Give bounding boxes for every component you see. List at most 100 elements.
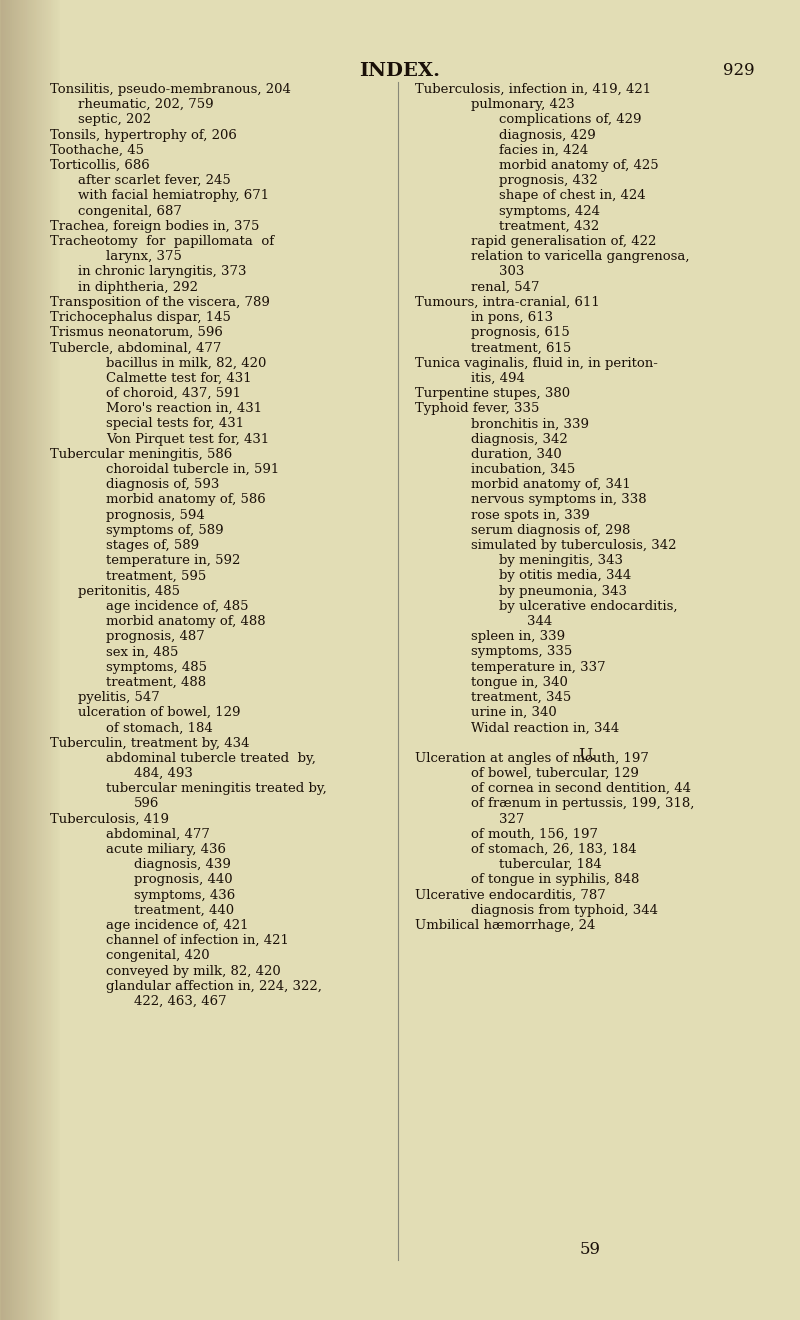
Text: complications of, 429: complications of, 429 xyxy=(499,114,642,127)
Text: abdominal tubercle treated  by,: abdominal tubercle treated by, xyxy=(106,752,316,764)
Text: pulmonary, 423: pulmonary, 423 xyxy=(471,98,574,111)
Text: congenital, 420: congenital, 420 xyxy=(106,949,210,962)
Text: tubercular, 184: tubercular, 184 xyxy=(499,858,602,871)
Text: Trachea, foreign bodies in, 375: Trachea, foreign bodies in, 375 xyxy=(50,220,259,232)
Text: bronchitis in, 339: bronchitis in, 339 xyxy=(471,417,589,430)
Text: facies in, 424: facies in, 424 xyxy=(499,144,588,157)
Text: channel of infection in, 421: channel of infection in, 421 xyxy=(106,935,289,948)
Text: Widal reaction in, 344: Widal reaction in, 344 xyxy=(471,722,619,734)
Text: by ulcerative endocarditis,: by ulcerative endocarditis, xyxy=(499,599,678,612)
Text: larynx, 375: larynx, 375 xyxy=(106,251,182,263)
Text: with facial hemiatrophy, 671: with facial hemiatrophy, 671 xyxy=(78,189,269,202)
Text: treatment, 440: treatment, 440 xyxy=(134,904,234,917)
Text: abdominal, 477: abdominal, 477 xyxy=(106,828,210,841)
Text: Torticollis, 686: Torticollis, 686 xyxy=(50,158,150,172)
Text: symptoms, 335: symptoms, 335 xyxy=(471,645,572,659)
Text: of bowel, tubercular, 129: of bowel, tubercular, 129 xyxy=(471,767,639,780)
Text: 422, 463, 467: 422, 463, 467 xyxy=(134,995,226,1008)
Text: glandular affection in, 224, 322,: glandular affection in, 224, 322, xyxy=(106,979,322,993)
Text: morbid anatomy of, 425: morbid anatomy of, 425 xyxy=(499,158,658,172)
Text: choroidal tubercle in, 591: choroidal tubercle in, 591 xyxy=(106,463,279,477)
Text: Ulcerative endocarditis, 787: Ulcerative endocarditis, 787 xyxy=(415,888,606,902)
Text: Toothache, 45: Toothache, 45 xyxy=(50,144,144,157)
Text: Tuberculin, treatment by, 434: Tuberculin, treatment by, 434 xyxy=(50,737,250,750)
Text: acute miliary, 436: acute miliary, 436 xyxy=(106,843,226,855)
Text: rapid generalisation of, 422: rapid generalisation of, 422 xyxy=(471,235,656,248)
Text: tongue in, 340: tongue in, 340 xyxy=(471,676,568,689)
Text: shape of chest in, 424: shape of chest in, 424 xyxy=(499,189,646,202)
Text: Tunica vaginalis, fluid in, in periton-: Tunica vaginalis, fluid in, in periton- xyxy=(415,356,658,370)
Text: Tuberculosis, infection in, 419, 421: Tuberculosis, infection in, 419, 421 xyxy=(415,83,651,96)
Text: treatment, 615: treatment, 615 xyxy=(471,342,571,354)
Text: of mouth, 156, 197: of mouth, 156, 197 xyxy=(471,828,598,841)
Text: prognosis, 594: prognosis, 594 xyxy=(106,508,205,521)
Text: diagnosis from typhoid, 344: diagnosis from typhoid, 344 xyxy=(471,904,658,917)
Text: conveyed by milk, 82, 420: conveyed by milk, 82, 420 xyxy=(106,965,281,978)
Text: morbid anatomy of, 586: morbid anatomy of, 586 xyxy=(106,494,266,507)
Text: diagnosis, 342: diagnosis, 342 xyxy=(471,433,568,446)
Text: treatment, 345: treatment, 345 xyxy=(471,690,571,704)
Text: of tongue in syphilis, 848: of tongue in syphilis, 848 xyxy=(471,874,639,887)
Text: treatment, 488: treatment, 488 xyxy=(106,676,206,689)
Text: of stomach, 26, 183, 184: of stomach, 26, 183, 184 xyxy=(471,843,637,855)
Text: 303: 303 xyxy=(499,265,524,279)
Text: urine in, 340: urine in, 340 xyxy=(471,706,557,719)
Text: by pneumonia, 343: by pneumonia, 343 xyxy=(499,585,627,598)
Text: symptoms, 485: symptoms, 485 xyxy=(106,660,207,673)
Text: of stomach, 184: of stomach, 184 xyxy=(106,722,213,734)
Text: nervous symptoms in, 338: nervous symptoms in, 338 xyxy=(471,494,646,507)
Text: Tracheotomy  for  papillomata  of: Tracheotomy for papillomata of xyxy=(50,235,274,248)
Text: special tests for, 431: special tests for, 431 xyxy=(106,417,244,430)
Text: Trichocephalus dispar, 145: Trichocephalus dispar, 145 xyxy=(50,312,231,323)
Text: Umbilical hæmorrhage, 24: Umbilical hæmorrhage, 24 xyxy=(415,919,595,932)
Text: 344: 344 xyxy=(527,615,552,628)
Text: Tubercular meningitis, 586: Tubercular meningitis, 586 xyxy=(50,447,232,461)
Text: in pons, 613: in pons, 613 xyxy=(471,312,553,323)
Text: congenital, 687: congenital, 687 xyxy=(78,205,182,218)
Text: Von Pirquet test for, 431: Von Pirquet test for, 431 xyxy=(106,433,270,446)
Text: diagnosis, 429: diagnosis, 429 xyxy=(499,128,596,141)
Text: by meningitis, 343: by meningitis, 343 xyxy=(499,554,623,568)
Text: U.: U. xyxy=(578,747,596,763)
Text: of cornea in second dentition, 44: of cornea in second dentition, 44 xyxy=(471,783,691,795)
Text: in diphtheria, 292: in diphtheria, 292 xyxy=(78,281,198,293)
Text: Transposition of the viscera, 789: Transposition of the viscera, 789 xyxy=(50,296,270,309)
Text: Tuberculosis, 419: Tuberculosis, 419 xyxy=(50,813,169,825)
Text: ulceration of bowel, 129: ulceration of bowel, 129 xyxy=(78,706,241,719)
Text: diagnosis, 439: diagnosis, 439 xyxy=(134,858,231,871)
Text: duration, 340: duration, 340 xyxy=(471,447,562,461)
Text: Trismus neonatorum, 596: Trismus neonatorum, 596 xyxy=(50,326,223,339)
Text: temperature in, 592: temperature in, 592 xyxy=(106,554,240,568)
Text: symptoms, 424: symptoms, 424 xyxy=(499,205,600,218)
Text: morbid anatomy of, 488: morbid anatomy of, 488 xyxy=(106,615,266,628)
Text: prognosis, 432: prognosis, 432 xyxy=(499,174,598,187)
Text: itis, 494: itis, 494 xyxy=(471,372,525,385)
Text: renal, 547: renal, 547 xyxy=(471,281,539,293)
Text: prognosis, 487: prognosis, 487 xyxy=(106,630,205,643)
Text: Moro's reaction in, 431: Moro's reaction in, 431 xyxy=(106,403,262,416)
Text: treatment, 432: treatment, 432 xyxy=(499,220,599,232)
Text: by otitis media, 344: by otitis media, 344 xyxy=(499,569,631,582)
Text: spleen in, 339: spleen in, 339 xyxy=(471,630,565,643)
Text: 596: 596 xyxy=(134,797,159,810)
Text: symptoms, 436: symptoms, 436 xyxy=(134,888,235,902)
Text: after scarlet fever, 245: after scarlet fever, 245 xyxy=(78,174,230,187)
Text: sex in, 485: sex in, 485 xyxy=(106,645,178,659)
Text: 59: 59 xyxy=(579,1241,601,1258)
Text: relation to varicella gangrenosa,: relation to varicella gangrenosa, xyxy=(471,251,690,263)
Text: age incidence of, 485: age incidence of, 485 xyxy=(106,599,249,612)
Text: of frænum in pertussis, 199, 318,: of frænum in pertussis, 199, 318, xyxy=(471,797,694,810)
Text: treatment, 595: treatment, 595 xyxy=(106,569,206,582)
Text: Tonsils, hypertrophy of, 206: Tonsils, hypertrophy of, 206 xyxy=(50,128,237,141)
Text: incubation, 345: incubation, 345 xyxy=(471,463,575,477)
Text: peritonitis, 485: peritonitis, 485 xyxy=(78,585,180,598)
Text: bacillus in milk, 82, 420: bacillus in milk, 82, 420 xyxy=(106,356,266,370)
Text: simulated by tuberculosis, 342: simulated by tuberculosis, 342 xyxy=(471,539,677,552)
Text: 484, 493: 484, 493 xyxy=(134,767,193,780)
Text: prognosis, 615: prognosis, 615 xyxy=(471,326,570,339)
Text: septic, 202: septic, 202 xyxy=(78,114,151,127)
Text: Ulceration at angles of mouth, 197: Ulceration at angles of mouth, 197 xyxy=(415,752,649,764)
Text: rose spots in, 339: rose spots in, 339 xyxy=(471,508,590,521)
Text: temperature in, 337: temperature in, 337 xyxy=(471,660,606,673)
Text: 327: 327 xyxy=(499,813,524,825)
